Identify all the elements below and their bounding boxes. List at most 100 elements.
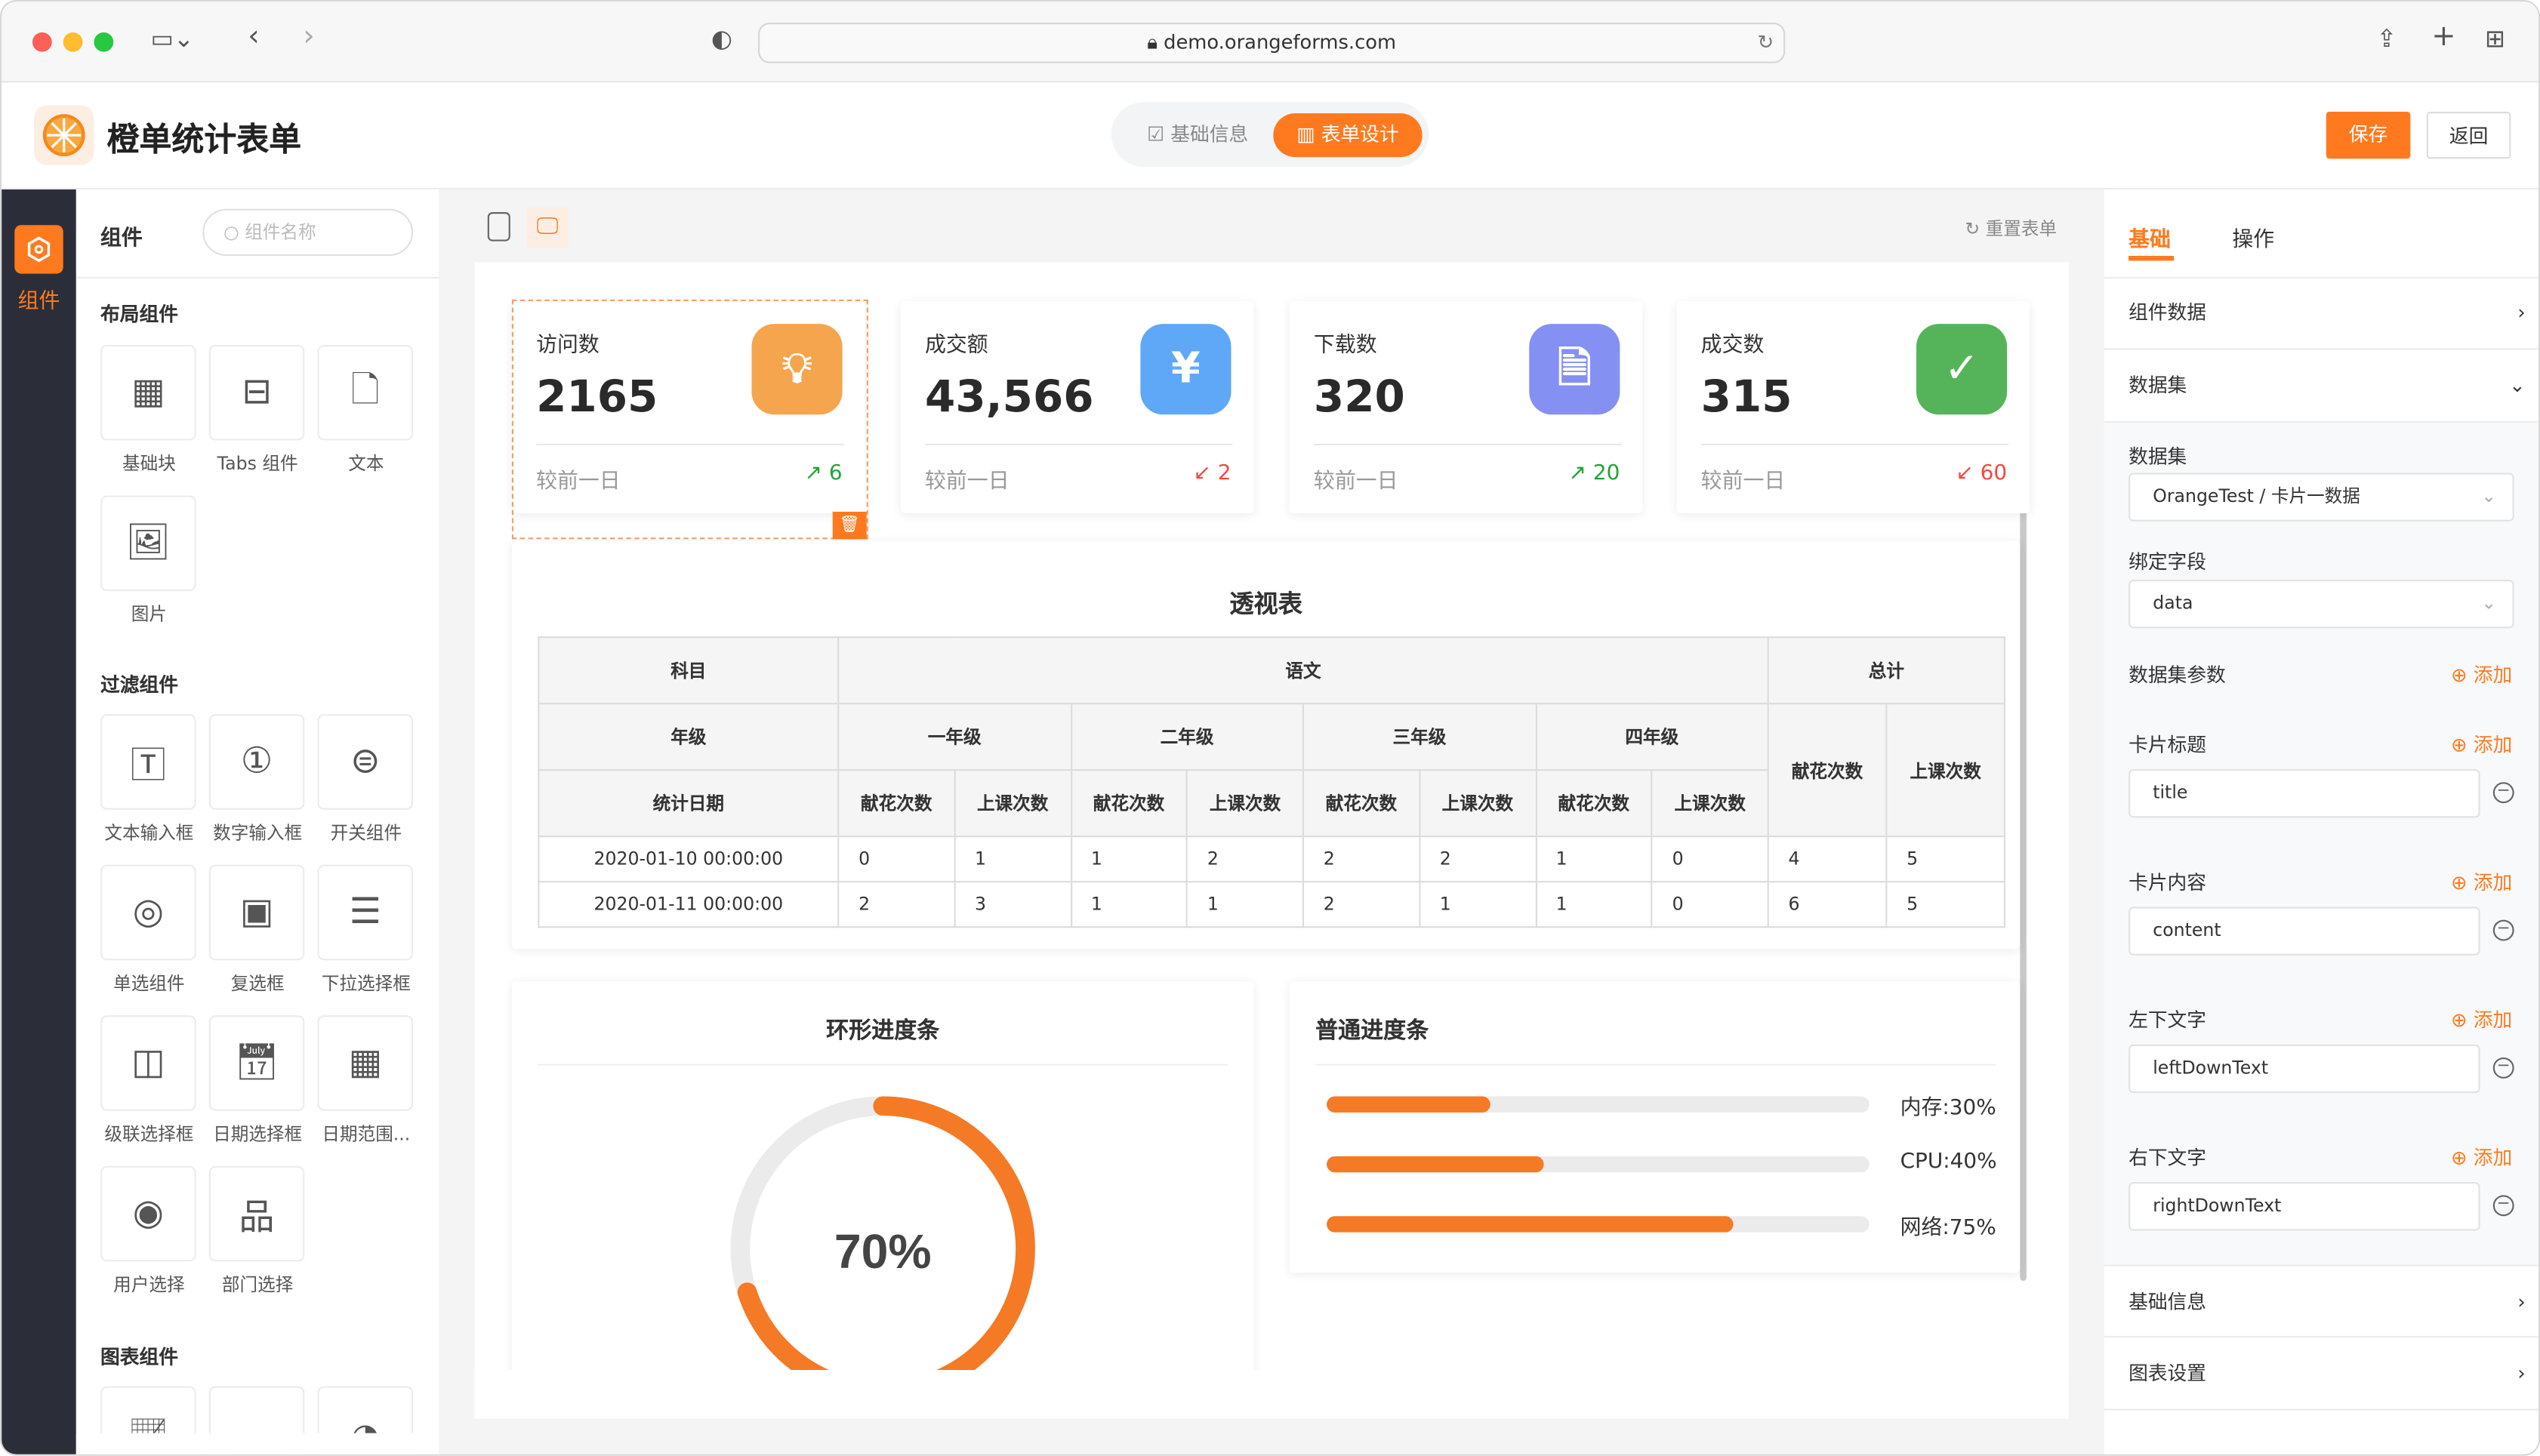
dataset-row[interactable]: 数据集 ⌄ <box>2104 349 2538 423</box>
canvas-scrollbar[interactable] <box>2020 301 2027 1282</box>
new-tab-icon[interactable]: + <box>2431 19 2456 54</box>
date-range-icon: ▦ <box>348 1042 383 1084</box>
stat-card[interactable]: 访问数 2165 💡︎ 较前一日 ↗ 6 <box>511 301 865 514</box>
sidebar-toggle-icon[interactable]: ▭⌄ <box>150 24 194 54</box>
component-tile[interactable]: 🅃︎ <box>100 714 196 810</box>
dataset-params-label: 数据集参数 <box>2128 663 2226 687</box>
component-tile-label: 图片 <box>131 604 167 626</box>
plus-circle-icon: ⊕ <box>2451 871 2474 894</box>
add-field-button[interactable]: ⊕ 添加 <box>2451 871 2513 894</box>
component-tile[interactable]: ◫ <box>100 1015 196 1111</box>
arrow-down-left-icon: ↙ <box>1193 461 1218 486</box>
field-input[interactable]: rightDownText <box>2128 1182 2480 1231</box>
component-tile-label: 日期范围... <box>322 1123 411 1145</box>
cell-value: 1 <box>1070 836 1188 883</box>
header-total-m1: 献花次数 <box>1767 703 1888 838</box>
field-label: 右下文字 <box>2128 1146 2207 1169</box>
component-search-input[interactable]: ○ 组件名称 <box>202 208 414 256</box>
delete-component-button[interactable]: 🗑︎ <box>832 511 867 540</box>
remove-field-icon[interactable]: − <box>2492 782 2514 804</box>
add-field-button[interactable]: ⊕ 添加 <box>2451 1008 2513 1032</box>
stat-card[interactable]: 成交数 315 ✓ 较前一日 ↙ 60 <box>1676 301 2030 514</box>
cell-value: 2 <box>1185 836 1305 883</box>
cell-value: 5 <box>1885 836 2006 883</box>
component-tile[interactable]: ⊜ <box>317 714 414 810</box>
progress-bar-fill <box>1327 1096 1490 1113</box>
component-tile[interactable]: ▣ <box>208 864 305 961</box>
shield-icon[interactable]: ◐ <box>711 24 732 54</box>
add-field-button[interactable]: ⊕ 添加 <box>2451 733 2513 756</box>
bind-field-select[interactable]: data ⌄ <box>2128 580 2514 629</box>
remove-field-icon[interactable]: − <box>2492 1057 2514 1079</box>
dataset-select[interactable]: OrangeTest / 卡片一数据 ⌄ <box>2128 473 2514 522</box>
back-nav-icon[interactable]: ‹ <box>248 19 260 54</box>
component-tile[interactable]: ⊟ <box>208 344 305 441</box>
component-tile[interactable]: 品 <box>208 1165 305 1262</box>
chevron-down-icon: ⌄ <box>2481 485 2497 507</box>
remove-field-icon[interactable]: − <box>2492 919 2514 941</box>
checkbox-icon: ▣ <box>239 892 274 933</box>
desktop-view-icon[interactable]: 🖵︎ <box>526 207 569 248</box>
tab-basic[interactable]: 基础 <box>2128 228 2171 253</box>
reload-icon[interactable]: ↻ <box>1757 30 1774 54</box>
page-title: 橙单统计表单 <box>106 119 302 159</box>
header-grade-2: 二年级 <box>1070 703 1305 771</box>
share-icon[interactable]: ⇪ <box>2376 24 2397 54</box>
tab-actions[interactable]: 操作 <box>2232 228 2275 253</box>
cell-value: 2 <box>1302 881 1420 928</box>
remove-field-icon[interactable]: − <box>2492 1195 2514 1217</box>
basic-info-row[interactable]: 基础信息 › <box>2104 1264 2538 1338</box>
forward-nav-icon[interactable]: › <box>303 19 315 54</box>
chart-settings-row[interactable]: 图表设置 › <box>2104 1337 2538 1411</box>
component-tile-label: 文本 <box>348 453 384 475</box>
trash-icon: 🗑︎ <box>839 516 860 534</box>
component-tile-label: 下拉选择框 <box>321 973 411 995</box>
form-icon: ☑︎ <box>1146 123 1171 146</box>
component-tile-label: 部门选择 <box>221 1274 294 1296</box>
rail-components-button[interactable] <box>14 225 63 274</box>
field-input[interactable]: content <box>2128 907 2480 956</box>
component-tile[interactable]: ① <box>208 714 305 810</box>
stat-label: 下载数 <box>1313 333 1377 359</box>
add-param-button[interactable]: ⊕ 添加 <box>2451 663 2513 687</box>
mobile-view-icon[interactable] <box>487 212 510 242</box>
back-button[interactable]: 返回 <box>2426 112 2511 159</box>
save-button[interactable]: 保存 <box>2326 112 2411 159</box>
dataset-label: 数据集 <box>2128 445 2187 469</box>
maximize-window-button[interactable] <box>94 32 114 52</box>
url-bar[interactable]: 🔒︎ demo.orangeforms.com ↻ <box>758 23 1786 63</box>
component-panel: 组件 ○ 组件名称 布局组件 过滤组件 图表组件 ▦ 基础块 ⊟ Tabs 组件 🗋︎ 文… <box>76 189 439 1454</box>
component-tile[interactable]: 🗋︎ <box>317 344 414 441</box>
tab-basic-info[interactable]: ☑︎ 基础信息 <box>1146 123 1249 146</box>
field-input[interactable]: leftDownText <box>2128 1044 2480 1094</box>
header-grade-3: 三年级 <box>1302 703 1537 771</box>
tab-indicator <box>2128 255 2175 261</box>
tab-overview-icon[interactable]: ⊞ <box>2485 24 2506 54</box>
stat-label: 访问数 <box>536 333 600 359</box>
minimize-window-button[interactable] <box>63 32 83 52</box>
cell-date: 2020-01-11 00:00:00 <box>538 881 840 928</box>
field-input[interactable]: title <box>2128 769 2480 818</box>
component-tile[interactable]: ◎ <box>100 864 196 961</box>
stat-value: 315 <box>1700 372 1792 423</box>
header-total: 总计 <box>1767 636 2006 705</box>
component-tile[interactable]: ▦ <box>100 344 196 441</box>
add-field-button[interactable]: ⊕ 添加 <box>2451 1146 2513 1169</box>
component-tile[interactable]: ▦ <box>317 1015 414 1111</box>
component-tile[interactable]: ◉ <box>100 1165 196 1262</box>
header-m1: 献花次数 <box>1534 769 1653 838</box>
component-tile-label: 用户选择 <box>113 1274 185 1296</box>
cell-value: 2 <box>837 881 956 928</box>
component-data-row[interactable]: 组件数据 › <box>2104 277 2538 350</box>
reset-form-button[interactable]: ↻ 重置表单 <box>1965 218 2058 240</box>
lightbulb-icon: 💡︎ <box>751 324 843 415</box>
plus-circle-icon: ⊕ <box>2451 733 2474 756</box>
section-chart: 图表组件 <box>100 1345 179 1368</box>
component-tile[interactable]: 🖼︎ <box>100 495 196 592</box>
component-tile[interactable]: 📅︎ <box>208 1015 305 1111</box>
stat-card[interactable]: 成交额 43,566 ¥ 较前一日 ↙ 2 <box>900 301 1254 514</box>
close-window-button[interactable] <box>32 32 52 52</box>
tab-form-design[interactable]: ▥ 表单设计 <box>1273 113 1423 158</box>
component-tile[interactable]: ☰ <box>317 864 414 961</box>
stat-card[interactable]: 下载数 320 🗎︎ 较前一日 ↗ 20 <box>1289 301 1643 514</box>
